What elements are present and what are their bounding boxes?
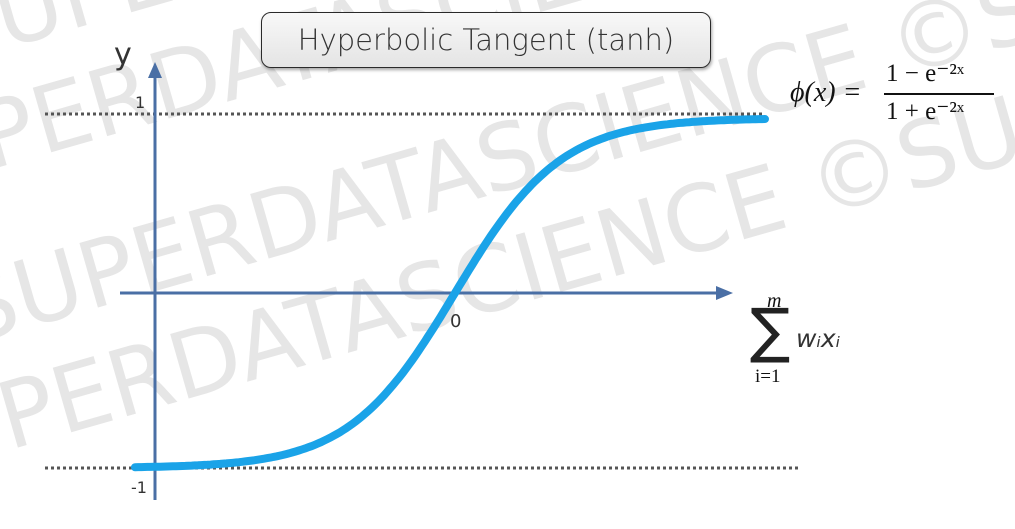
y-axis-label: y [114, 37, 132, 72]
formula-lhs: ϕ(x) = [790, 77, 862, 108]
title-box: Hyperbolic Tangent (tanh) [261, 12, 711, 68]
x-axis-label: m ∑ i=1 wᵢxᵢ [750, 290, 870, 395]
origin-label: 0 [450, 311, 462, 332]
tanh-formula: ϕ(x) = 1 − e⁻²ˣ 1 + e⁻²ˣ [790, 58, 1005, 130]
x-axis-arrowhead [716, 286, 733, 300]
sum-upper-limit: m [767, 290, 782, 312]
formula-denominator: 1 + e⁻²ˣ [886, 98, 965, 125]
sum-lower-limit: i=1 [755, 366, 781, 387]
y-tick-bottom-label: -1 [131, 478, 147, 497]
formula-numerator: 1 − e⁻²ˣ [886, 60, 965, 87]
formula-fraction-bar [884, 93, 994, 95]
tanh-curve [131, 115, 769, 472]
summation-symbol: ∑ [750, 296, 791, 366]
sum-term: wᵢxᵢ [796, 324, 841, 353]
title-text: Hyperbolic Tangent (tanh) [297, 23, 675, 57]
y-tick-top-label: 1 [135, 93, 146, 112]
y-axis-arrowhead [148, 62, 162, 78]
